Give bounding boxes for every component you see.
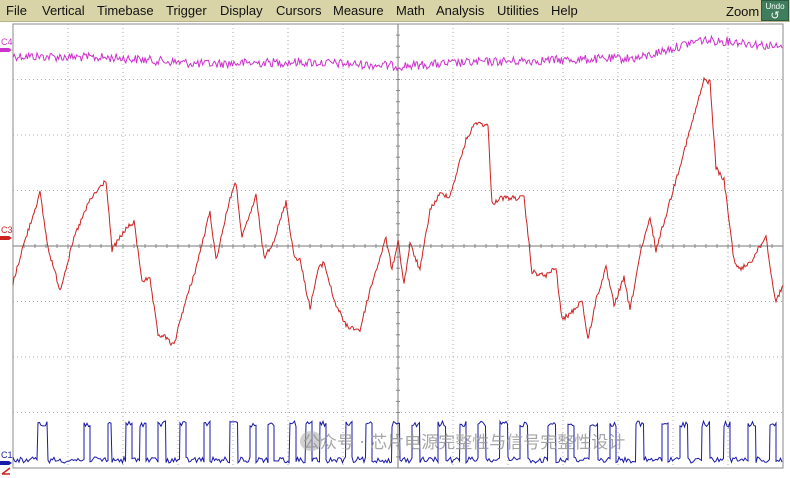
- channel-4-trace: [12, 34, 783, 72]
- undo-button[interactable]: Undo ↺: [761, 0, 789, 22]
- channel-markers: C4 C3 C1: [0, 37, 13, 475]
- waveform-traces: [12, 34, 784, 465]
- channel-1-trace: [12, 419, 783, 465]
- channel-3-label: C3: [1, 225, 13, 235]
- channel-1-marker: C1: [0, 450, 13, 465]
- channel-1-marker-icon: [0, 461, 12, 465]
- channel-3-marker-icon: [0, 236, 12, 240]
- menu-help[interactable]: Help: [551, 3, 578, 18]
- menu-timebase[interactable]: Timebase: [97, 3, 154, 18]
- menu-display[interactable]: Display: [220, 3, 263, 18]
- watermark-text: 公众号 · 芯片电源完整性与信号完整性设计: [303, 433, 626, 453]
- channel-3-marker: C3: [0, 225, 13, 240]
- menu-utilities[interactable]: Utilities: [497, 3, 539, 18]
- undo-arrow-icon: ↺: [770, 10, 780, 22]
- menu-bar: File Vertical Timebase Trigger Display C…: [0, 0, 790, 22]
- trigger-marker-icon: [1, 467, 11, 475]
- channel-4-marker: C4: [0, 37, 13, 52]
- menu-cursors[interactable]: Cursors: [276, 3, 322, 18]
- oscilloscope-display[interactable]: C4 C3 C1: [0, 22, 790, 478]
- graticule: [12, 23, 784, 469]
- menu-math[interactable]: Math: [396, 3, 425, 18]
- menu-file[interactable]: File: [6, 3, 27, 18]
- menu-analysis[interactable]: Analysis: [436, 3, 485, 18]
- channel-4-marker-icon: [0, 48, 12, 52]
- menu-trigger[interactable]: Trigger: [166, 3, 207, 18]
- channel-1-label: C1: [1, 450, 13, 460]
- wechat-logo-icon: [300, 431, 322, 451]
- zoom-label[interactable]: Zoom: [726, 4, 760, 19]
- menu-vertical[interactable]: Vertical: [42, 3, 85, 18]
- channel-4-label: C4: [1, 37, 13, 47]
- undo-label: Undo: [765, 2, 785, 11]
- menu-measure[interactable]: Measure: [333, 3, 384, 18]
- channel-3-trace: [12, 76, 784, 347]
